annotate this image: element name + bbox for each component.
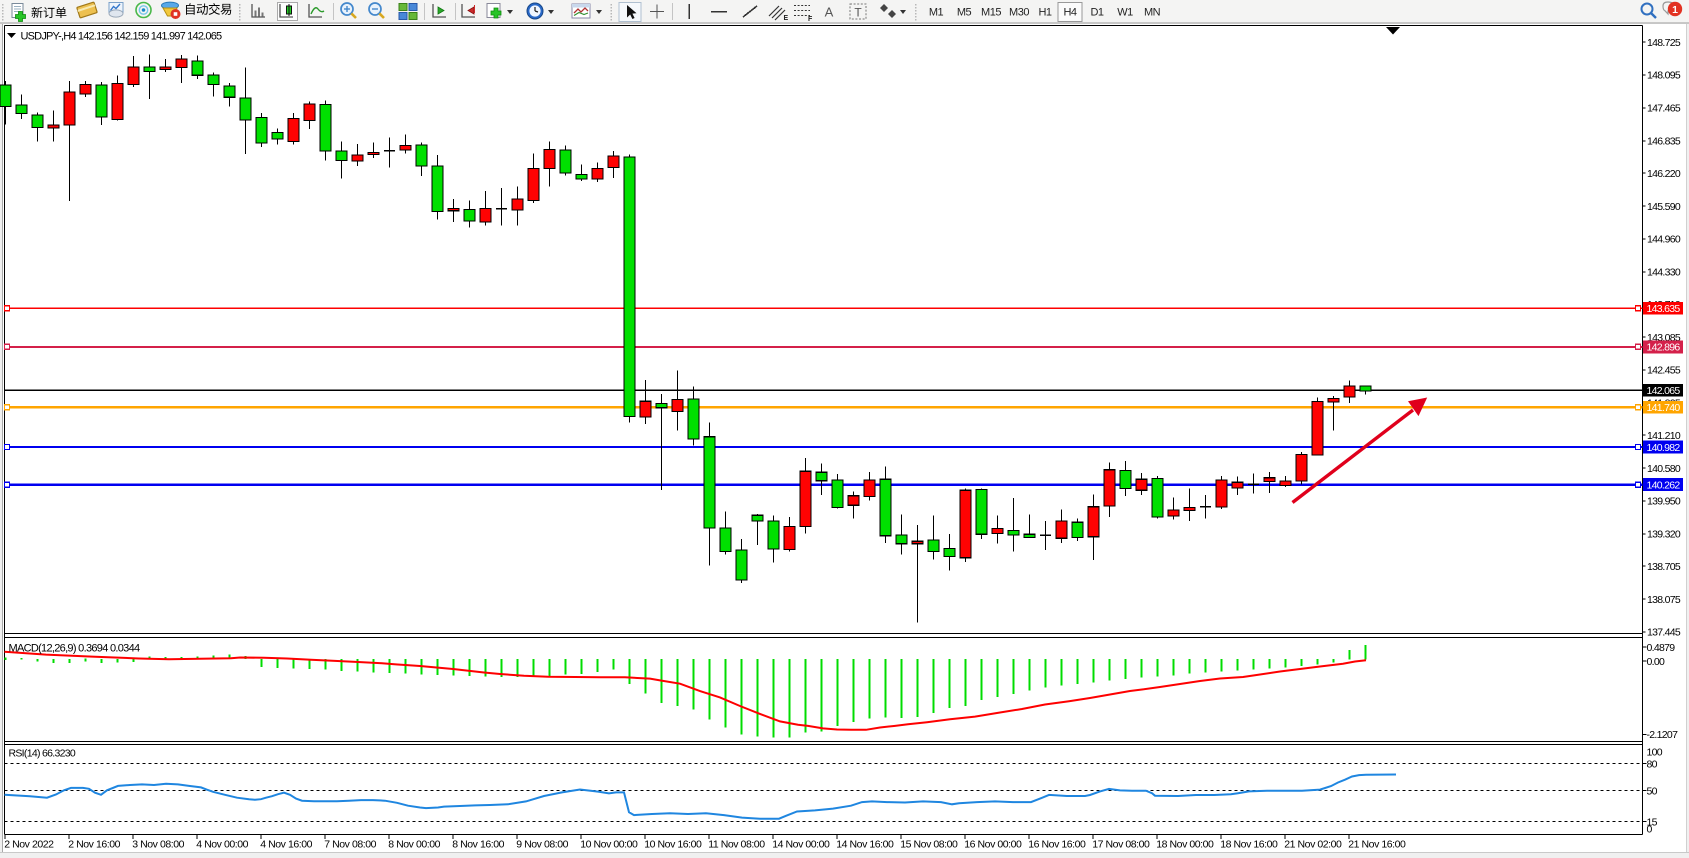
svg-text:147.465: 147.465	[1647, 103, 1681, 115]
svg-text:3 Nov 08:00: 3 Nov 08:00	[132, 839, 184, 851]
svg-text:138.075: 138.075	[1647, 594, 1681, 606]
svg-text:RSI(14) 66.3230: RSI(14) 66.3230	[9, 748, 76, 760]
svg-text:H4: H4	[1063, 7, 1076, 19]
svg-text:21 Nov 02:00: 21 Nov 02:00	[1284, 839, 1342, 851]
svg-text:0: 0	[1647, 824, 1653, 836]
svg-text:15: 15	[1647, 816, 1658, 828]
svg-text:14 Nov 00:00: 14 Nov 00:00	[772, 839, 830, 851]
svg-text:E: E	[784, 15, 789, 22]
svg-text:139.320: 139.320	[1647, 529, 1681, 541]
svg-text:140.262: 140.262	[1647, 479, 1681, 491]
svg-text:M1: M1	[929, 7, 944, 19]
svg-text:17 Nov 08:00: 17 Nov 08:00	[1092, 839, 1150, 851]
svg-text:148.725: 148.725	[1647, 37, 1681, 49]
svg-text:142.065: 142.065	[1647, 385, 1681, 397]
svg-text:146.220: 146.220	[1647, 168, 1681, 180]
svg-text:10 Nov 16:00: 10 Nov 16:00	[644, 839, 702, 851]
svg-text:142.455: 142.455	[1647, 365, 1681, 377]
svg-text:M15: M15	[981, 7, 1001, 19]
svg-text:18 Nov 16:00: 18 Nov 16:00	[1220, 839, 1278, 851]
svg-text:2 Nov 2022: 2 Nov 2022	[4, 839, 54, 851]
svg-text:11 Nov 08:00: 11 Nov 08:00	[708, 839, 765, 851]
svg-text:21 Nov 16:00: 21 Nov 16:00	[1348, 839, 1406, 851]
svg-text:146.835: 146.835	[1647, 136, 1681, 148]
svg-text:9 Nov 08:00: 9 Nov 08:00	[516, 839, 568, 851]
svg-text:1: 1	[1672, 4, 1678, 16]
svg-text:7 Nov 08:00: 7 Nov 08:00	[324, 839, 376, 851]
svg-text:14 Nov 16:00: 14 Nov 16:00	[836, 839, 894, 851]
svg-text:148.095: 148.095	[1647, 70, 1681, 82]
svg-text:80: 80	[1647, 759, 1658, 771]
svg-text:0.4879: 0.4879	[1647, 642, 1676, 654]
svg-text:8 Nov 00:00: 8 Nov 00:00	[388, 839, 440, 851]
svg-text:138.705: 138.705	[1647, 561, 1681, 573]
svg-text:M30: M30	[1009, 7, 1029, 19]
svg-text:10 Nov 00:00: 10 Nov 00:00	[580, 839, 638, 851]
svg-text:16 Nov 00:00: 16 Nov 00:00	[964, 839, 1022, 851]
svg-text:144.330: 144.330	[1647, 267, 1681, 279]
svg-text:16 Nov 16:00: 16 Nov 16:00	[1028, 839, 1086, 851]
svg-text:143.635: 143.635	[1647, 303, 1681, 315]
svg-text:D1: D1	[1090, 7, 1103, 19]
svg-text:18 Nov 00:00: 18 Nov 00:00	[1156, 839, 1214, 851]
svg-text:141.210: 141.210	[1647, 430, 1681, 442]
svg-text:50: 50	[1647, 785, 1658, 797]
svg-text:137.445: 137.445	[1647, 627, 1681, 639]
svg-text:144.960: 144.960	[1647, 234, 1681, 246]
svg-text:140.982: 140.982	[1647, 442, 1681, 454]
svg-text:H1: H1	[1038, 7, 1051, 19]
svg-text:USDJPY-,H4 142.156 142.159 14: USDJPY-,H4 142.156 142.159 141.997 142.0…	[21, 30, 223, 42]
svg-text:A: A	[825, 5, 834, 20]
svg-text:-2.1207: -2.1207	[1647, 729, 1679, 741]
svg-text:4 Nov 16:00: 4 Nov 16:00	[260, 839, 312, 851]
svg-text:145.590: 145.590	[1647, 201, 1681, 213]
svg-text:141.740: 141.740	[1647, 402, 1681, 414]
svg-text:0.00: 0.00	[1647, 656, 1665, 668]
svg-text:142.896: 142.896	[1647, 342, 1681, 354]
svg-text:MN: MN	[1144, 7, 1161, 19]
svg-text:M5: M5	[957, 7, 972, 19]
svg-text:T: T	[854, 6, 862, 20]
svg-text:140.580: 140.580	[1647, 463, 1681, 475]
svg-text:100: 100	[1647, 747, 1663, 759]
svg-text:15 Nov 08:00: 15 Nov 08:00	[900, 839, 958, 851]
svg-text:W1: W1	[1117, 7, 1133, 19]
svg-text:4 Nov 00:00: 4 Nov 00:00	[196, 839, 248, 851]
svg-text:139.950: 139.950	[1647, 496, 1681, 508]
svg-text:8 Nov 16:00: 8 Nov 16:00	[452, 839, 504, 851]
svg-text:F: F	[808, 16, 813, 23]
svg-text:2 Nov 16:00: 2 Nov 16:00	[68, 839, 120, 851]
svg-text:MACD(12,26,9) 0.3694 0.0344: MACD(12,26,9) 0.3694 0.0344	[9, 643, 140, 655]
